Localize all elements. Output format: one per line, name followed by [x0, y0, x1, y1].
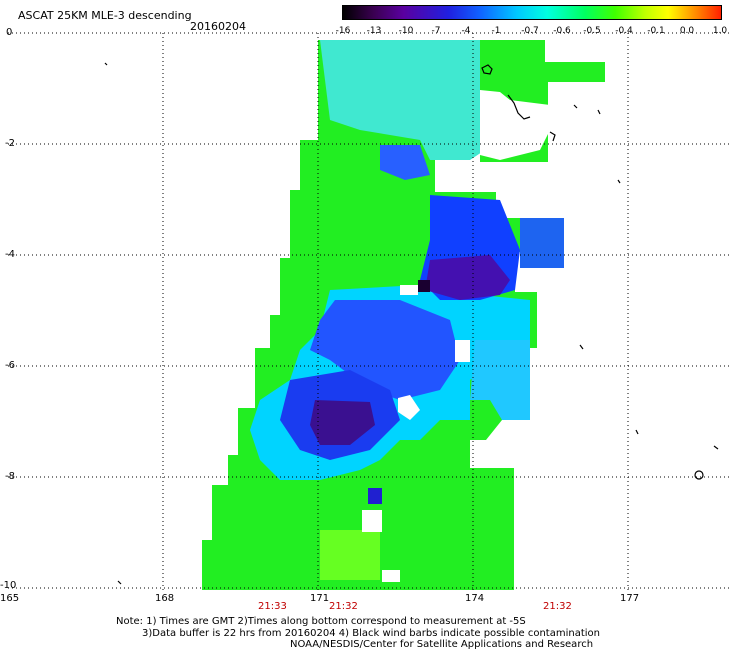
colorbar-tick: -13	[366, 26, 382, 36]
island	[481, 64, 493, 75]
swath-core-north	[425, 255, 510, 300]
colorbar-tick: 1.0	[712, 26, 728, 36]
island	[617, 179, 621, 184]
island	[694, 470, 704, 480]
swath-gap-2	[362, 510, 382, 532]
island	[117, 580, 122, 585]
lat-label: -10	[0, 580, 17, 591]
lat-label: 0	[6, 27, 13, 38]
swath-gap-ne	[480, 90, 550, 160]
island	[573, 104, 578, 109]
swath-cyan-east	[470, 340, 530, 420]
swath-cyan-north	[320, 40, 500, 160]
colorbar-tick: -10	[398, 26, 414, 36]
colorbar-tick: -0.1	[647, 26, 665, 36]
colorbar-tick: -0.6	[553, 26, 571, 36]
swath-blue-block	[520, 218, 564, 268]
island	[507, 94, 531, 120]
swath-light-south	[320, 530, 380, 580]
island	[579, 344, 584, 350]
time-label: 21:32	[543, 601, 572, 612]
island	[713, 445, 719, 450]
colorbar-tick: -0.5	[583, 26, 601, 36]
lat-label: -8	[5, 471, 15, 482]
map-date: 20160204	[190, 20, 246, 33]
colorbar-tick: -1	[491, 26, 501, 36]
swath-gap-3	[382, 570, 400, 582]
island	[635, 429, 639, 435]
note-line-3: NOAA/NESDIS/Center for Satellite Applica…	[290, 639, 594, 650]
lon-label: 165	[0, 593, 20, 604]
colorbar-tick: -0.7	[521, 26, 539, 36]
colorbar-tick: -0.4	[615, 26, 633, 36]
colorbar-tick: 0.0	[679, 26, 695, 36]
time-label: 21:32	[329, 601, 358, 612]
lat-label: -2	[5, 138, 15, 149]
colorbar	[342, 5, 722, 20]
coastlines	[104, 62, 719, 585]
graticule	[8, 32, 730, 590]
colorbar-tick: -16	[335, 26, 351, 36]
lon-label: 177	[620, 593, 640, 604]
colorbar-tick: -7	[431, 26, 441, 36]
swath-blue-nw	[380, 145, 430, 180]
lon-label: 174	[465, 593, 485, 604]
island	[597, 109, 601, 115]
wind-swath	[202, 40, 605, 590]
swath-gap-1	[398, 395, 420, 420]
note-line-1: Note: 1) Times are GMT 2)Times along bot…	[116, 616, 526, 627]
swath-core-south	[310, 400, 375, 445]
lat-label: -6	[5, 360, 15, 371]
swath-gap-4	[455, 340, 470, 362]
swath-dark-cell	[418, 280, 430, 292]
lon-label: 171	[310, 593, 330, 604]
colorbar-tick: -4	[461, 26, 471, 36]
map-title: ASCAT 25KM MLE-3 descending	[18, 9, 192, 22]
lat-label: -4	[5, 249, 15, 260]
time-label: 21:33	[258, 601, 287, 612]
island	[549, 131, 556, 142]
colorbar-labels: -16 -13 -10 -7 -4 -1 -0.7 -0.6 -0.5 -0.4…	[330, 26, 740, 38]
island	[104, 62, 108, 66]
swath-gap-5	[400, 285, 418, 295]
note-line-2: 3)Data buffer is 22 hrs from 20160204 4)…	[142, 628, 600, 639]
swath-blue-cell	[368, 488, 382, 504]
lon-label: 168	[155, 593, 175, 604]
swath-blue-central	[310, 300, 460, 400]
